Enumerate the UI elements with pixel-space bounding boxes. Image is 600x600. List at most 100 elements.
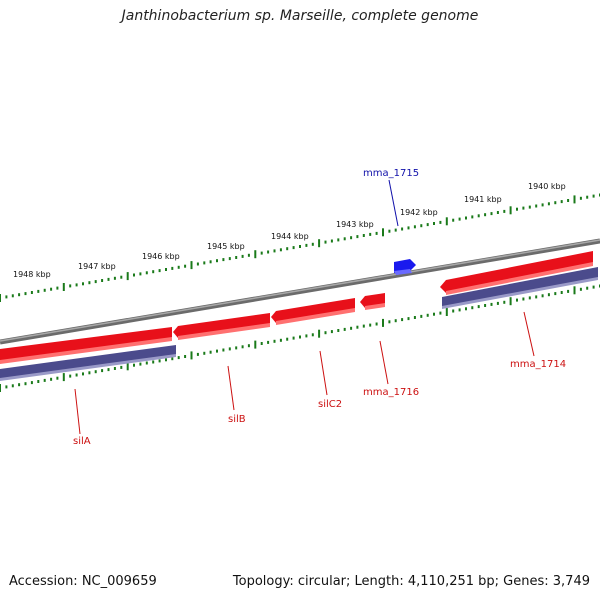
inner-ring-minor-tick — [196, 352, 199, 356]
outer-ring-minor-tick — [452, 218, 455, 222]
genome-backbone — [0, 238, 600, 345]
outer-ring-minor-tick — [579, 196, 582, 200]
inner-ring-minor-tick — [394, 319, 397, 323]
inner-ring-minor-tick — [228, 347, 231, 351]
outer-ring-minor-tick — [433, 222, 435, 225]
accession-info: Accession: NC_009659 — [9, 574, 157, 589]
inner-ring-minor-tick — [388, 320, 391, 324]
mma_1715-connector — [388, 179, 399, 227]
outer-ring-minor-tick — [222, 258, 225, 262]
outer-ring-minor-tick — [375, 231, 378, 235]
inner-ring-minor-tick — [222, 348, 225, 352]
ortholog-bar-left — [0, 345, 176, 381]
tick-label-1940: 1940 kbp — [528, 182, 566, 191]
mma_1716-connector — [379, 340, 389, 385]
outer-ring-minor-tick — [107, 277, 110, 281]
outer-ring-minor-tick — [267, 250, 270, 254]
inner-ring-major-tick — [509, 297, 512, 306]
gene-mma_1716-arrow[interactable] — [360, 293, 385, 310]
inner-ring-minor-tick — [120, 365, 123, 369]
silB-connector — [227, 365, 235, 411]
inner-ring-minor-tick — [152, 360, 155, 364]
inner-ring-minor-tick — [241, 345, 244, 349]
outer-ring-minor-tick — [75, 283, 78, 287]
inner-ring-major-tick — [318, 329, 321, 338]
outer-ring-minor-tick — [305, 243, 308, 247]
inner-ring-minor-tick — [177, 356, 180, 360]
inner-ring-minor-tick — [165, 358, 167, 362]
map-title: Janthinobacterium sp. Marseille, complet… — [121, 8, 479, 24]
outer-ring-minor-tick — [247, 253, 250, 257]
outer-ring-minor-tick — [241, 254, 244, 258]
inner-ring-minor-tick — [24, 382, 27, 386]
inner-ring-minor-tick — [490, 302, 493, 306]
tick-label-1941: 1941 kbp — [464, 195, 502, 204]
inner-ring-minor-tick — [273, 339, 276, 343]
outer-ring-major-tick — [126, 272, 129, 281]
mma_1714-connector — [523, 311, 535, 357]
outer-ring-minor-tick — [101, 279, 104, 282]
outer-ring-minor-tick — [541, 203, 544, 207]
outer-ring-minor-tick — [158, 269, 161, 273]
inner-ring-minor-tick — [356, 325, 359, 329]
outer-ring-minor-tick — [388, 229, 391, 233]
inner-ring-minor-tick — [30, 381, 33, 385]
outer-ring-minor-tick — [113, 276, 116, 280]
tick-label-1946: 1946 kbp — [142, 252, 180, 261]
outer-ring-minor-tick — [171, 266, 174, 270]
gene-silB-arrow[interactable] — [173, 313, 270, 340]
outer-ring-minor-tick — [350, 236, 353, 240]
inner-ring-minor-tick — [554, 292, 557, 296]
inner-ring-minor-tick — [330, 330, 333, 334]
outer-ring-minor-tick — [407, 226, 410, 230]
gene-silC2-arrow[interactable] — [271, 298, 355, 325]
outer-ring-minor-tick — [133, 273, 135, 277]
inner-ring-minor-tick — [5, 385, 8, 389]
outer-ring-minor-tick — [145, 271, 148, 275]
silC2-connector — [319, 350, 328, 396]
gene-silA-arrow[interactable] — [0, 327, 172, 364]
inner-ring-major-tick — [62, 373, 65, 382]
outer-ring-minor-tick — [139, 272, 142, 276]
inner-ring-minor-tick — [362, 324, 365, 328]
outer-ring-minor-tick — [477, 214, 480, 218]
inner-ring-minor-tick — [375, 322, 378, 326]
outer-ring-major-tick — [318, 239, 321, 248]
inner-ring-minor-tick — [305, 334, 308, 338]
outer-ring-minor-tick — [324, 240, 327, 244]
gene-mma_1715-arrow[interactable] — [394, 259, 416, 275]
inner-ring-minor-tick — [247, 344, 250, 348]
outer-ring-minor-tick — [82, 282, 84, 286]
inner-ring-minor-tick — [113, 367, 116, 370]
outer-ring-minor-tick — [484, 213, 487, 217]
outer-ring-minor-tick — [439, 220, 442, 224]
outer-ring-minor-tick — [330, 239, 333, 243]
gene-label-silA: silA — [73, 436, 91, 447]
inner-ring-minor-tick — [579, 287, 582, 291]
outer-ring-minor-tick — [11, 294, 14, 298]
outer-ring-major-tick — [190, 261, 193, 270]
outer-ring-minor-tick — [88, 281, 91, 285]
gene-label-mma_1716: mma_1716 — [363, 387, 419, 398]
outer-ring-minor-tick — [43, 288, 46, 292]
inner-ring-minor-tick — [407, 317, 410, 321]
inner-ring-minor-tick — [82, 372, 84, 376]
inner-ring-minor-tick — [586, 286, 589, 290]
inner-ring-minor-tick — [94, 370, 97, 374]
inner-ring-major-tick — [190, 351, 193, 360]
outer-ring-minor-tick — [209, 260, 212, 264]
outer-ring-minor-tick — [273, 249, 276, 253]
tick-label-1943: 1943 kbp — [336, 220, 374, 229]
outer-ring-major-tick — [62, 283, 65, 291]
inner-ring-minor-tick — [477, 305, 480, 309]
inner-ring-minor-tick — [343, 327, 346, 331]
inner-ring-major-tick — [254, 340, 257, 349]
outer-ring-minor-tick — [567, 199, 570, 202]
outer-ring-minor-tick — [356, 235, 359, 239]
outer-ring-minor-tick — [496, 211, 499, 214]
inner-ring-minor-tick — [401, 318, 404, 322]
gene-mma_1714-arrow[interactable] — [440, 251, 593, 295]
inner-ring-minor-tick — [11, 384, 14, 388]
outer-ring-major-tick — [0, 294, 1, 302]
inner-ring-minor-tick — [426, 313, 429, 317]
